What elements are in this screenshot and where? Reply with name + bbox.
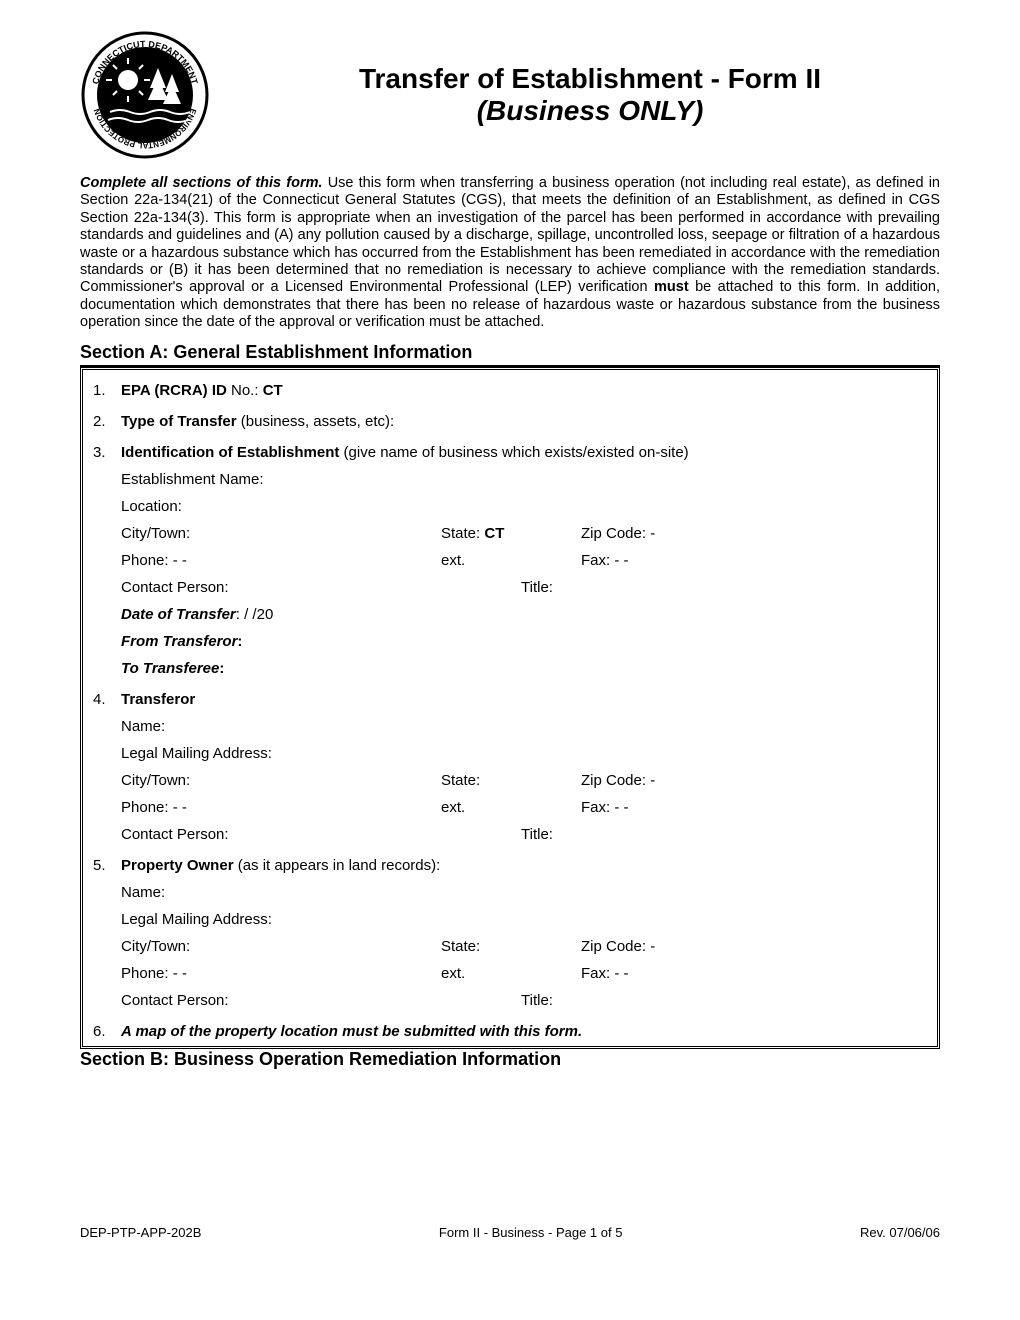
q4-title: Title:: [521, 824, 553, 845]
q3-to: To Transferee: [121, 660, 219, 677]
q5-title: Title:: [521, 990, 553, 1011]
q4-phone-value: - -: [169, 799, 187, 816]
q4-state: State:: [441, 770, 581, 791]
q1-label: EPA (RCRA) ID: [121, 382, 227, 399]
q6-row: 6. A map of the property location must b…: [93, 1021, 927, 1042]
q3-state-value: CT: [484, 525, 504, 542]
q5-contact: Contact Person:: [121, 990, 521, 1011]
q3-suffix: (give name of business which exists/exis…: [339, 444, 688, 461]
section-b-title: Section B: Business Operation Remediatio…: [80, 1049, 940, 1072]
section-a-box: 1. EPA (RCRA) ID No.: CT 2. Type of Tran…: [80, 367, 940, 1049]
q3-location: Location:: [121, 496, 927, 517]
q5-fax-value: - -: [610, 965, 628, 982]
q4-phone-label: Phone:: [121, 799, 169, 816]
title-block: Transfer of Establishment - Form II (Bus…: [240, 63, 940, 127]
q3-ext: ext.: [441, 550, 581, 571]
form-title-line2: (Business ONLY): [240, 95, 940, 127]
q3-phone-value: - -: [169, 552, 187, 569]
q3-city: City/Town:: [121, 523, 441, 544]
q5-fax-label: Fax:: [581, 965, 610, 982]
q3-fax-label: Fax:: [581, 552, 610, 569]
q5-suffix: (as it appears in land records):: [234, 857, 441, 874]
q4-ext: ext.: [441, 797, 581, 818]
q1-row: 1. EPA (RCRA) ID No.: CT: [93, 380, 927, 401]
q4-zip-value: -: [646, 772, 655, 789]
q4-addr: Legal Mailing Address:: [121, 743, 927, 764]
page-footer: DEP-PTP-APP-202B Form II - Business - Pa…: [80, 1225, 940, 1240]
q4-name: Name:: [121, 716, 927, 737]
q5-zip-label: Zip Code:: [581, 938, 646, 955]
footer-center: Form II - Business - Page 1 of 5: [439, 1225, 623, 1240]
q3-fax-value: - -: [610, 552, 628, 569]
q5-ext: ext.: [441, 963, 581, 984]
section-a-title: Section A: General Establishment Informa…: [80, 342, 940, 367]
q4-row: 4. Transferor Name: Legal Mailing Addres…: [93, 689, 927, 845]
q3-title: Title:: [521, 577, 553, 598]
q5-city: City/Town:: [121, 936, 441, 957]
q4-zip-label: Zip Code:: [581, 772, 646, 789]
q5-phone-value: - -: [169, 965, 187, 982]
intro-must: must: [654, 279, 689, 295]
q3-date-label: Date of Transfer: [121, 606, 236, 623]
header: CONNECTICUT DEPARTMENT ENVIRONMENTAL PRO…: [80, 30, 940, 160]
q4-fax-value: - -: [610, 799, 628, 816]
q3-state-label: State:: [441, 525, 484, 542]
q2-row: 2. Type of Transfer (business, assets, e…: [93, 411, 927, 432]
q3-zip-value: -: [646, 525, 655, 542]
q3-label: Identification of Establishment: [121, 444, 339, 461]
q2-label: Type of Transfer: [121, 413, 237, 430]
q5-state: State:: [441, 936, 581, 957]
intro-lead: Complete all sections of this form.: [80, 175, 323, 191]
q5-num: 5.: [93, 855, 121, 1011]
q6-num: 6.: [93, 1021, 121, 1042]
q4-label: Transferor: [121, 691, 195, 708]
q5-phone-label: Phone:: [121, 965, 169, 982]
q3-date-value: : / /20: [236, 606, 274, 623]
q2-num: 2.: [93, 411, 121, 432]
q3-num: 3.: [93, 442, 121, 679]
q5-row: 5. Property Owner (as it appears in land…: [93, 855, 927, 1011]
q1-suffix: No.:: [227, 382, 263, 399]
intro-body1: Use this form when transferring a busine…: [80, 175, 940, 295]
q3-contact: Contact Person:: [121, 577, 521, 598]
q5-label: Property Owner: [121, 857, 234, 874]
q3-est-name: Establishment Name:: [121, 469, 927, 490]
q5-zip-value: -: [646, 938, 655, 955]
q4-contact: Contact Person:: [121, 824, 521, 845]
q4-city: City/Town:: [121, 770, 441, 791]
form-title-line1: Transfer of Establishment - Form II: [240, 63, 940, 95]
intro-paragraph: Complete all sections of this form. Use …: [80, 175, 940, 332]
q5-name: Name:: [121, 882, 927, 903]
agency-seal: CONNECTICUT DEPARTMENT ENVIRONMENTAL PRO…: [80, 30, 210, 160]
footer-left: DEP-PTP-APP-202B: [80, 1225, 201, 1240]
q3-zip-label: Zip Code:: [581, 525, 646, 542]
q1-value: CT: [263, 382, 283, 399]
q4-fax-label: Fax:: [581, 799, 610, 816]
q6-text: A map of the property location must be s…: [121, 1021, 927, 1042]
q5-addr: Legal Mailing Address:: [121, 909, 927, 930]
footer-right: Rev. 07/06/06: [860, 1225, 940, 1240]
q1-num: 1.: [93, 380, 121, 401]
q4-num: 4.: [93, 689, 121, 845]
q3-phone-label: Phone:: [121, 552, 169, 569]
page: CONNECTICUT DEPARTMENT ENVIRONMENTAL PRO…: [0, 0, 1020, 1072]
q2-suffix: (business, assets, etc):: [237, 413, 395, 430]
q3-from: From Transferor: [121, 633, 237, 650]
q3-row: 3. Identification of Establishment (give…: [93, 442, 927, 679]
